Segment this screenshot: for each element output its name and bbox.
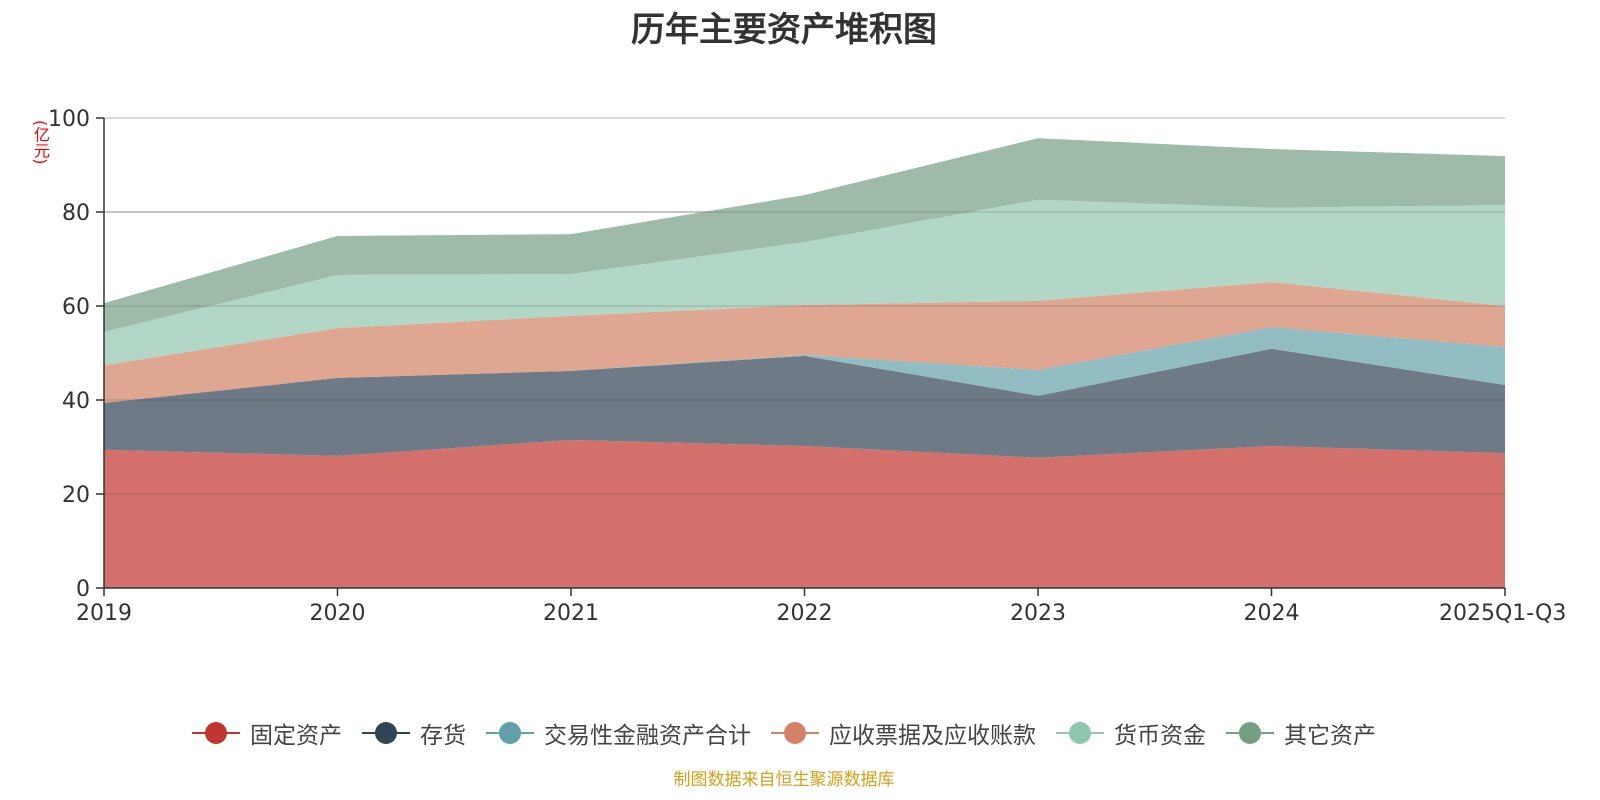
legend-label: 固定资产	[250, 723, 342, 749]
legend-dot	[784, 722, 806, 744]
legend-label: 其它资产	[1284, 723, 1376, 749]
area-series-1	[104, 348, 1505, 458]
x-tick-label: 2023	[1010, 601, 1066, 626]
y-tick-label: 80	[62, 201, 90, 226]
area-series-5	[104, 138, 1505, 332]
x-tick-label: 2022	[777, 601, 833, 626]
legend-item[interactable]: 存货	[362, 716, 466, 750]
y-tick-label: 20	[62, 483, 90, 508]
y-tick-label: 60	[62, 295, 90, 320]
legend-item[interactable]: 其它资产	[1226, 716, 1376, 750]
x-tick-label: 2019	[76, 601, 132, 626]
legend-dot	[1239, 722, 1261, 744]
y-tick-label: 100	[48, 107, 90, 132]
legend-item[interactable]: 应收票据及应收账款	[771, 716, 1036, 750]
stacked-area-chart: 0 20 40 60 80 100 2019 2020 2021 2022 2023 2024 2025…	[48, 107, 1566, 626]
source-note: 制图数据来自恒生聚源数据库	[673, 770, 895, 790]
x-tick-label: 2025Q1-Q3	[1439, 601, 1566, 626]
legend-label: 交易性金融资产合计	[544, 723, 751, 749]
legend-marker-icon	[771, 721, 819, 745]
area-series-group	[104, 138, 1505, 588]
x-tick-label: 2020	[310, 601, 366, 626]
legend-dot	[1069, 722, 1091, 744]
legend: 固定资产 存货 交易性金融资产合计 应收票据及应收账款 货币资金 其它资产	[0, 716, 1568, 750]
legend-item[interactable]: 固定资产	[192, 716, 342, 750]
legend-marker-icon	[192, 721, 240, 745]
legend-marker-icon	[1056, 721, 1104, 745]
legend-dot	[375, 722, 397, 744]
legend-dot	[205, 722, 227, 744]
area-series-3	[104, 282, 1505, 403]
x-tick-label: 2024	[1244, 601, 1300, 626]
axes: 0 20 40 60 80 100 2019 2020 2021 2022 2023 2024 2025…	[48, 107, 1566, 626]
x-tick-label: 2021	[543, 601, 599, 626]
area-series-4	[104, 199, 1505, 366]
legend-marker-icon	[362, 721, 410, 745]
y-axis-unit-label: (亿元)	[31, 120, 50, 165]
y-tick-label: 0	[76, 577, 90, 602]
legend-marker-icon	[486, 721, 534, 745]
legend-label: 存货	[420, 723, 466, 749]
legend-label: 货币资金	[1114, 723, 1206, 749]
legend-dot	[499, 722, 521, 744]
legend-item[interactable]: 货币资金	[1056, 716, 1206, 750]
legend-marker-icon	[1226, 721, 1274, 745]
chart-title: 历年主要资产堆积图	[631, 10, 937, 50]
legend-item[interactable]: 交易性金融资产合计	[486, 716, 751, 750]
area-series-0	[104, 439, 1505, 588]
y-tick-label: 40	[62, 389, 90, 414]
legend-label: 应收票据及应收账款	[829, 723, 1036, 749]
